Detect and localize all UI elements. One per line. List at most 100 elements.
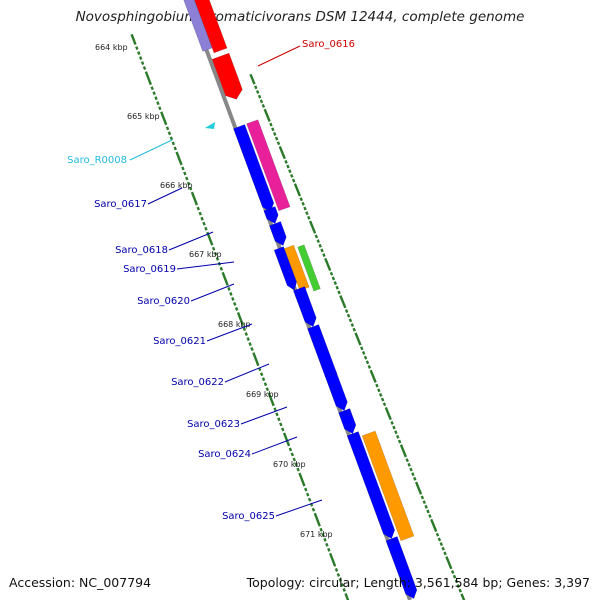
outer-tick (452, 574, 457, 579)
outer-tick (344, 309, 349, 313)
inner-tick (225, 281, 229, 286)
outer-tick (431, 521, 437, 530)
inner-tick (191, 194, 197, 203)
outer-tick (337, 290, 341, 295)
outer-tick (390, 420, 394, 425)
gene-label-saro-0617: Saro_0617 (94, 199, 147, 210)
outer-tick (446, 558, 452, 567)
inner-tick (311, 507, 316, 512)
inner-tick (211, 246, 216, 251)
outer-tick (307, 215, 311, 220)
inner-tick (198, 211, 202, 216)
inner-tick (332, 562, 337, 567)
inner-tick (173, 146, 177, 151)
map-title: Novosphingobium aromaticivorans DSM 1244… (75, 9, 525, 25)
inner-tick (156, 101, 160, 106)
gene-label-saro-0618: Saro_0618 (115, 245, 168, 256)
outer-tick (348, 318, 353, 323)
inner-tick (186, 181, 191, 186)
kbp-label: 670 kbp (273, 460, 306, 469)
outer-tick (418, 490, 423, 495)
outer-tick (365, 360, 370, 365)
outer-tick (333, 281, 337, 286)
inner-tick (221, 271, 225, 276)
outer-tick (290, 173, 294, 178)
outer-tick (340, 297, 346, 306)
gene-red (194, 0, 228, 54)
inner-tick (194, 201, 199, 206)
outer-tick (415, 483, 422, 493)
outer-tick (403, 453, 408, 458)
outer-tick (363, 355, 368, 360)
outer-tick (439, 542, 443, 547)
outer-tick (450, 570, 455, 574)
inner-tick (165, 126, 170, 131)
inner-tick (181, 166, 185, 171)
inner-tick (237, 314, 244, 324)
outer-tick (397, 439, 402, 444)
inner-tick (275, 412, 279, 417)
inner-tick (344, 593, 348, 597)
inner-tick (246, 337, 250, 341)
outer-tick (286, 164, 290, 169)
inner-tick (288, 447, 293, 452)
kbp-labels: 664 kbp 665 kbp 666 kbp 667 kbp 668 kbp 669 k… (95, 43, 333, 539)
outer-tick (394, 430, 398, 435)
outer-tick (267, 118, 271, 122)
outer-tick (461, 595, 466, 600)
inner-tick (144, 71, 149, 76)
gene-label-saro-0623: Saro_0623 (187, 419, 240, 430)
inner-tick (185, 176, 189, 181)
inner-tick (236, 312, 241, 316)
inner-tick (133, 41, 137, 45)
outer-tick (358, 341, 362, 346)
gene-label-saro-0620: Saro_0620 (137, 296, 190, 307)
label-leader (147, 187, 183, 205)
label-leader (168, 231, 214, 251)
outer-tick (305, 211, 309, 216)
inner-tick (175, 151, 179, 156)
inner-tick (313, 512, 318, 517)
outer-tick (424, 504, 428, 509)
inner-tick (152, 91, 156, 96)
inner-tick (345, 595, 350, 600)
inner-tick (148, 81, 152, 86)
gene-saro-0617 (246, 119, 291, 212)
label-leader (251, 436, 298, 455)
outer-tick (318, 243, 322, 248)
inner-tick (259, 372, 264, 377)
label-leader (190, 283, 235, 302)
outer-tick (392, 425, 396, 430)
inner-tick (210, 241, 214, 246)
outer-tick (252, 80, 256, 85)
outer-tick (294, 185, 301, 195)
outer-tick (269, 122, 273, 127)
kbp-label: 669 kbp (246, 390, 279, 399)
gene-label-saro-r0008: Saro_R0008 (67, 155, 127, 166)
outer-tick (257, 94, 262, 99)
outer-tick (264, 111, 270, 120)
gene-saro-0616 (211, 52, 243, 100)
outer-tick (352, 327, 356, 332)
outer-tick (367, 365, 372, 369)
kbp-label: 667 kbp (189, 250, 222, 259)
outer-tick (400, 446, 407, 456)
outer-tick (320, 248, 324, 253)
inner-tick (282, 432, 287, 437)
inner-tick (294, 462, 298, 467)
outer-tick (316, 239, 320, 244)
gene-track (183, 0, 418, 600)
inner-tick (302, 482, 306, 487)
inner-tick (263, 382, 268, 387)
inner-tick (292, 457, 296, 462)
inner-tick (200, 216, 204, 221)
inner-tick (268, 395, 274, 404)
inner-tick (196, 206, 200, 211)
inner-tick (296, 467, 300, 472)
gene-blue-1 (233, 124, 275, 213)
outer-tick (456, 584, 461, 588)
outer-tick (312, 229, 317, 234)
outer-tick (373, 379, 377, 383)
gene-label-saro-0624: Saro_0624 (198, 449, 251, 460)
